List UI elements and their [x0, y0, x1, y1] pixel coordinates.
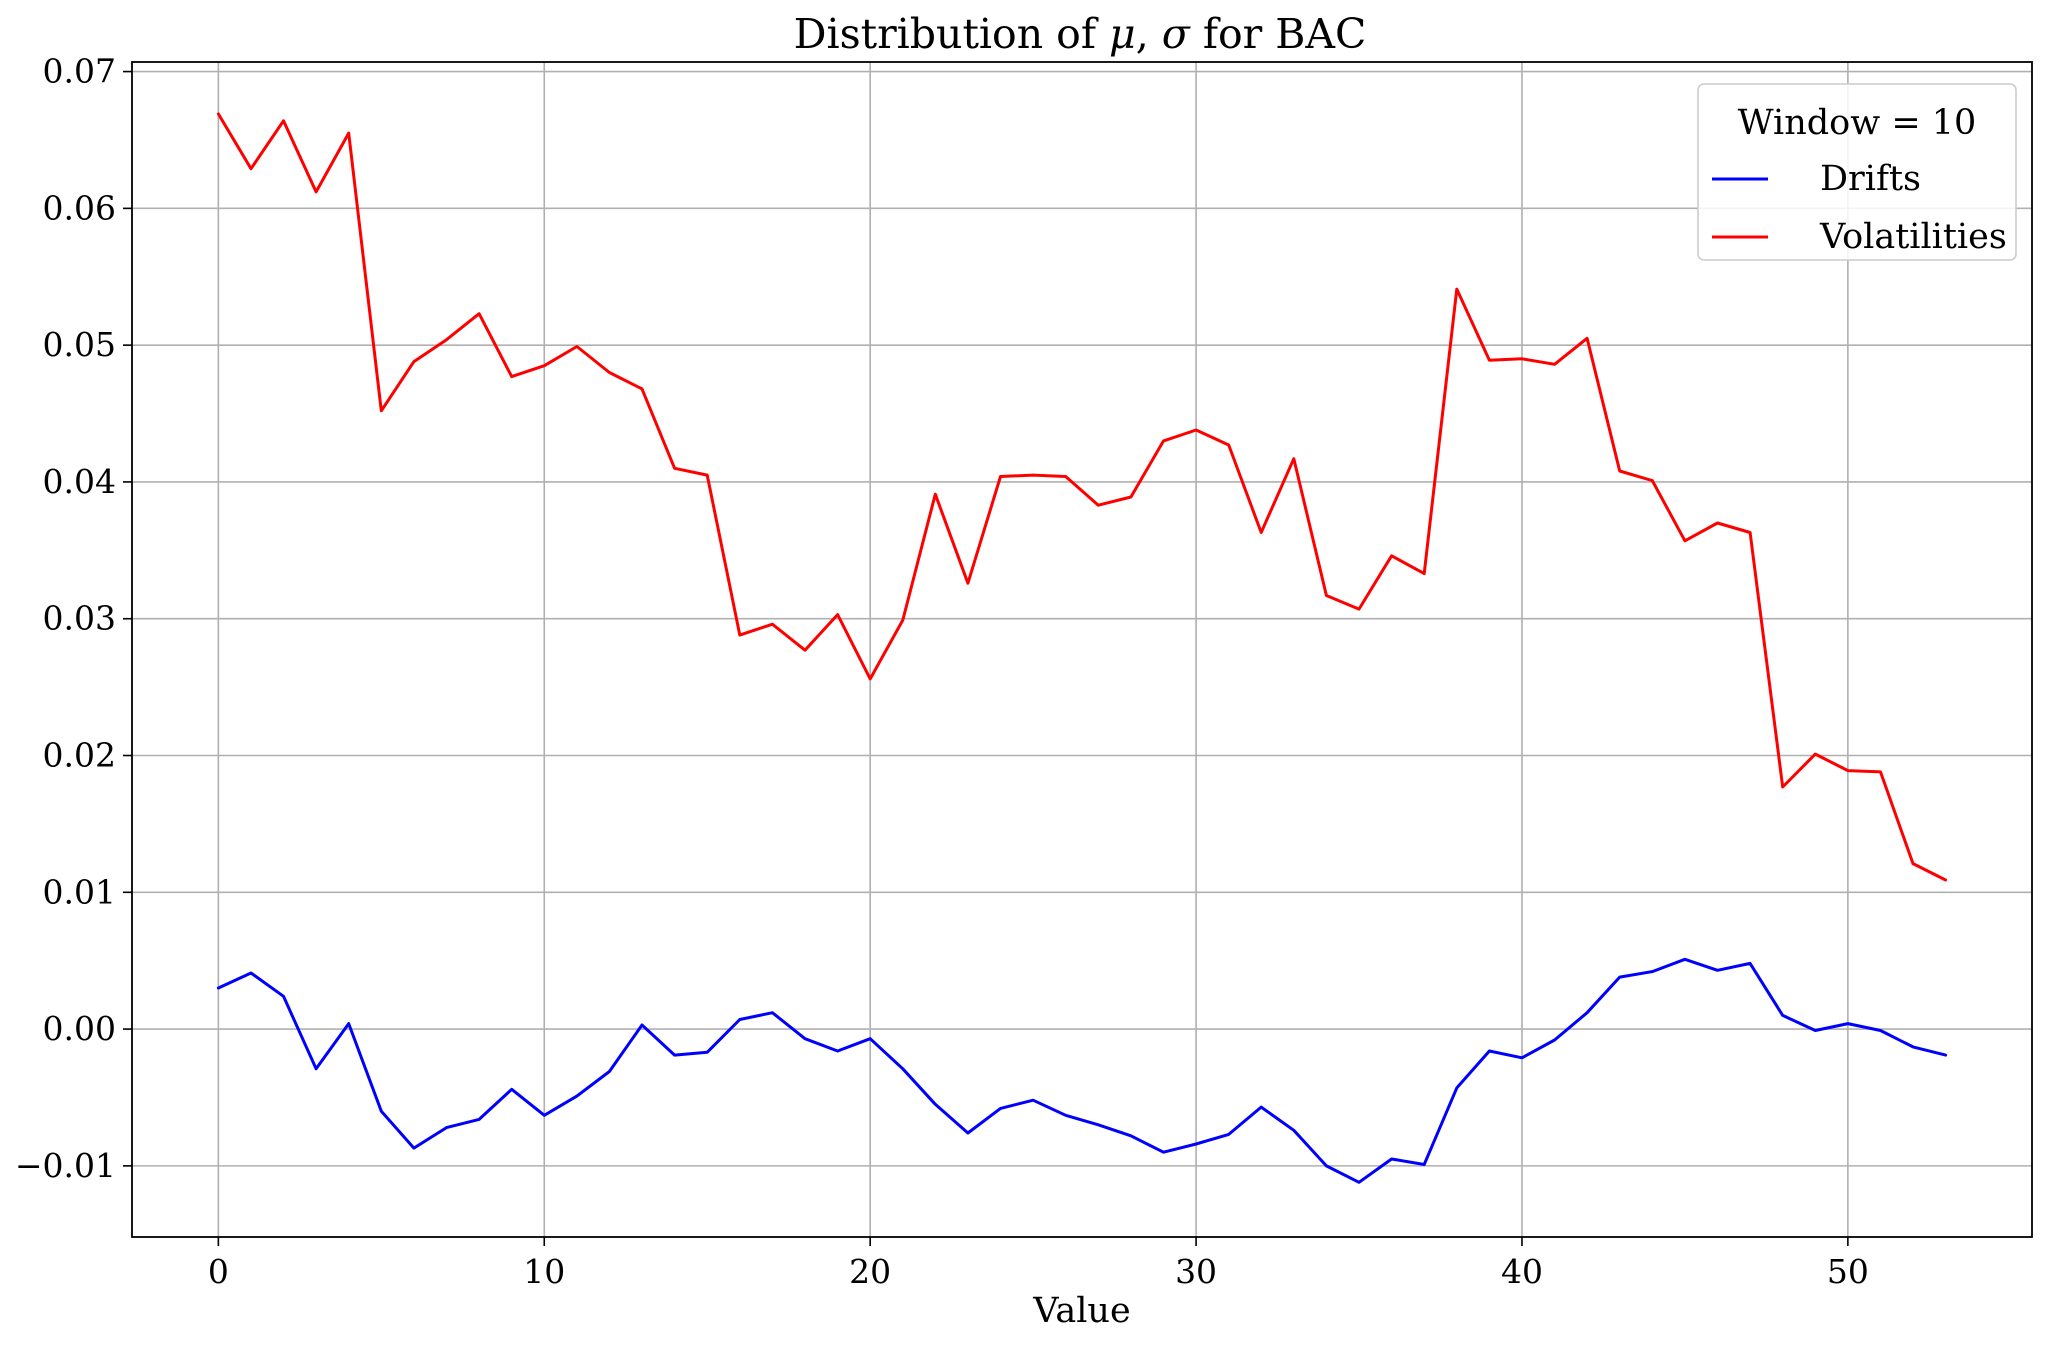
series-lines — [216, 112, 1948, 1184]
x-tick-label: 20 — [849, 1252, 891, 1291]
x-tick-label: 10 — [523, 1252, 565, 1291]
x-tick-label: 50 — [1827, 1252, 1869, 1291]
x-axis-ticks: 0 10 20 30 40 50 — [208, 1237, 1869, 1291]
legend-label-drifts: Drifts — [1820, 159, 1921, 199]
legend: Window = 10 Drifts Volatilities — [1697, 83, 2017, 261]
series-line-volatilities — [216, 112, 1948, 882]
y-tick-label: 0.02 — [43, 736, 116, 775]
chart-title: Distribution of μ, σ for BAC — [794, 10, 1367, 58]
legend-title: Window = 10 — [1738, 103, 1977, 143]
y-tick-label: 0.01 — [43, 872, 116, 911]
chart-title-prefix: Distribution of — [794, 10, 1109, 58]
x-tick-label: 30 — [1175, 1252, 1217, 1291]
y-axis-ticks: −0.01 0.00 0.01 0.02 0.03 0.04 0.05 0.06 0.07 — [15, 52, 132, 1185]
x-axis-label: Value — [1032, 1291, 1130, 1331]
x-tick-label: 0 — [208, 1252, 229, 1291]
y-tick-label: 0.00 — [43, 1009, 116, 1048]
y-tick-label: 0.05 — [43, 325, 116, 364]
series-line-drifts — [216, 957, 1948, 1184]
chart-title-sigma: σ — [1162, 10, 1191, 58]
legend-label-volatilities: Volatilities — [1819, 217, 2007, 257]
chart-title-mu: μ — [1109, 10, 1136, 58]
y-tick-label: 0.06 — [43, 188, 116, 227]
y-tick-label: −0.01 — [15, 1146, 116, 1185]
plot-frame — [131, 61, 2033, 1238]
y-tick-label: 0.07 — [43, 52, 116, 91]
chart-title-suffix: for BAC — [1190, 10, 1367, 58]
y-tick-label: 0.03 — [43, 599, 116, 638]
x-tick-label: 40 — [1501, 1252, 1543, 1291]
chart-title-comma: , — [1136, 10, 1162, 58]
legend-entries: Drifts Volatilities — [1712, 159, 2007, 257]
grid — [132, 62, 2032, 1237]
legend-box — [1697, 83, 2017, 261]
y-tick-label: 0.04 — [43, 462, 116, 501]
